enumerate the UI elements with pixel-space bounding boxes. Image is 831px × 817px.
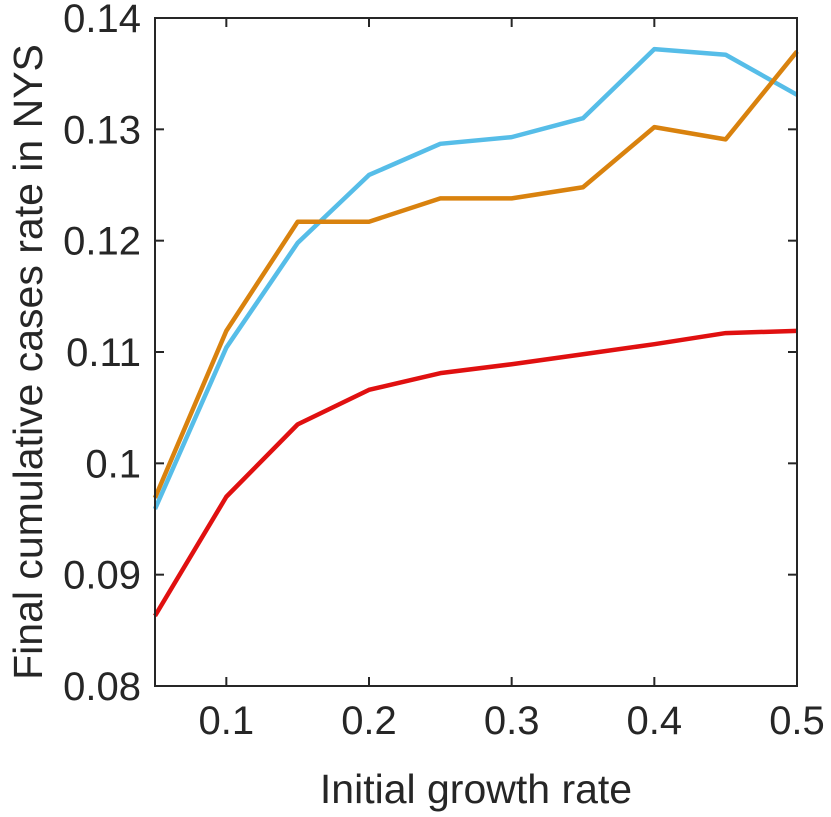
y-tick-label: 0.13 bbox=[63, 108, 141, 152]
y-tick-label: 0.12 bbox=[63, 220, 141, 264]
axes bbox=[154, 17, 798, 687]
y-axis-ticks: 0.08 0.09 0.1 0.11 0.12 0.13 0.14 bbox=[63, 0, 797, 709]
x-tick-label: 0.3 bbox=[484, 699, 540, 743]
x-axis-label: Initial growth rate bbox=[320, 766, 632, 812]
y-tick-label: 0.09 bbox=[63, 554, 141, 598]
plot-frame bbox=[154, 17, 798, 687]
y-tick-label: 0.08 bbox=[63, 665, 141, 709]
series-line-2 bbox=[152, 46, 799, 510]
y-axis-label: Final cumulative cases rate in NYS bbox=[5, 44, 51, 680]
series-line-3 bbox=[152, 49, 799, 499]
y-tick-label: 0.14 bbox=[63, 0, 141, 41]
y-tick-label: 0.1 bbox=[85, 442, 141, 486]
x-tick-label: 0.2 bbox=[341, 699, 397, 743]
series-layer bbox=[152, 46, 799, 618]
x-tick-label: 0.4 bbox=[627, 699, 683, 743]
series-line-1 bbox=[153, 328, 798, 618]
x-tick-label: 0.5 bbox=[769, 699, 825, 743]
x-tick-label: 0.1 bbox=[199, 699, 255, 743]
y-tick-label: 0.11 bbox=[66, 331, 141, 375]
x-axis-ticks: 0.1 0.2 0.3 0.4 0.5 bbox=[199, 18, 825, 743]
